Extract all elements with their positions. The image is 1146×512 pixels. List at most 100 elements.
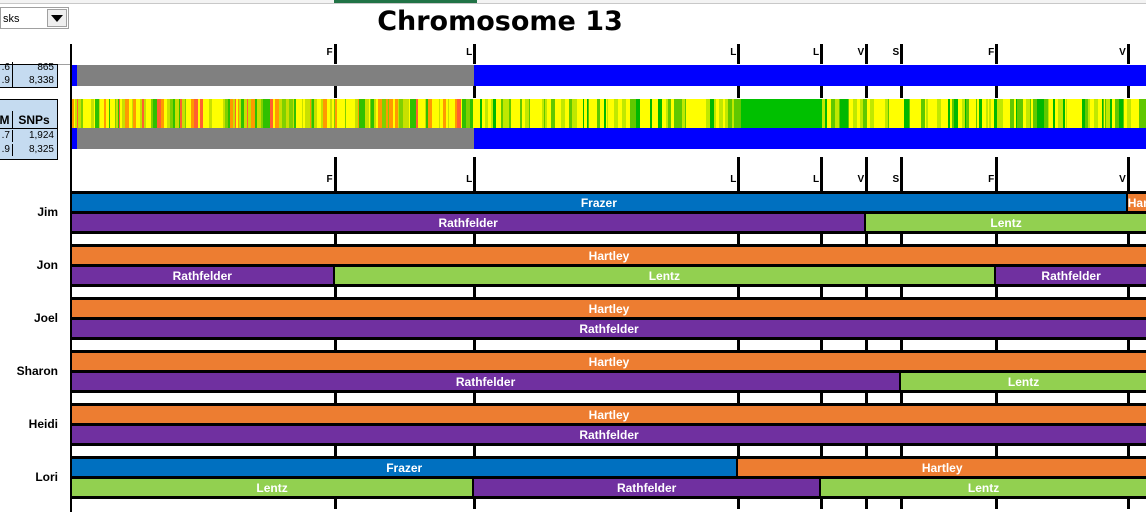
heatmap-stripe — [496, 99, 497, 128]
heatmap-stripe — [1055, 99, 1058, 128]
heatmap-stripe — [859, 99, 860, 128]
tick-label-top: F — [988, 47, 995, 58]
heatmap-stripe — [477, 99, 480, 128]
heatmap-stripe — [173, 99, 175, 128]
maternal-segment: Lentz — [821, 479, 1146, 496]
heatmap-stripe — [289, 99, 293, 128]
heatmap-stripe — [723, 99, 724, 128]
heatmap-stripe — [109, 99, 110, 128]
heatmap-stripe — [180, 99, 182, 128]
heatmap-stripe — [906, 99, 909, 128]
heatmap-stripe — [237, 99, 238, 128]
tick-label-top: L — [730, 47, 737, 58]
heatmap-stripe — [569, 99, 571, 128]
heatmap-stripe — [782, 99, 783, 128]
heatmap-stripe — [853, 99, 857, 128]
heatmap-stripe — [786, 99, 787, 128]
tick-mark — [737, 287, 741, 297]
heatmap-stripe — [811, 99, 812, 128]
heatmap-stripe — [176, 99, 179, 128]
heatmap-stripe — [606, 99, 607, 128]
heatmap-stripe — [1064, 99, 1065, 128]
heatmap-stripe — [793, 99, 797, 128]
heatmap-stripe — [694, 99, 696, 128]
heatmap-stripe — [915, 99, 919, 128]
heatmap-stripe — [604, 99, 606, 128]
heatmap-stripe — [1098, 99, 1102, 128]
filter-dropdown[interactable]: sks — [0, 7, 69, 29]
heatmap-stripe — [122, 99, 125, 128]
tick-label-top: S — [892, 47, 900, 58]
heatmap-stripe — [282, 99, 286, 128]
heatmap-stripe — [1040, 99, 1044, 128]
heatmap-stripe — [169, 99, 170, 128]
heatmap-stripe — [1025, 99, 1026, 128]
heatmap-stripe — [182, 99, 185, 128]
column-header-strip — [0, 0, 1146, 4]
heatmap-stripe — [257, 99, 261, 128]
heatmap-stripe — [535, 99, 537, 128]
heatmap-stripe — [994, 99, 997, 128]
heatmap-stripe — [106, 99, 109, 128]
heatmap-stripe — [228, 99, 230, 128]
match-bar-segment — [72, 65, 78, 86]
tick-mark — [473, 393, 477, 403]
heatmap-stripe — [374, 99, 376, 128]
heatmap-stripe — [714, 99, 716, 128]
tick-mark — [820, 157, 824, 191]
heatmap-stripe — [656, 99, 658, 128]
heatmap-stripe — [1003, 99, 1004, 128]
heatmap-stripe — [626, 99, 629, 128]
heatmap-stripe — [490, 99, 491, 128]
heatmap-stripe — [685, 99, 686, 128]
heatmap-stripe — [636, 99, 640, 128]
heatmap-stripe — [389, 99, 393, 128]
heatmap-stripe — [666, 99, 668, 128]
tick-mark — [900, 499, 904, 509]
heatmap-stripe — [1090, 99, 1094, 128]
heatmap-stripe — [1014, 99, 1016, 128]
heatmap-stripe — [950, 99, 952, 128]
heatmap-stripe — [140, 99, 142, 128]
heatmap-stripe — [99, 99, 100, 128]
maternal-segment: Rathfelder — [72, 214, 867, 231]
heatmap-stripe — [100, 99, 104, 128]
heatmap-stripe — [700, 99, 702, 128]
heatmap-stripe — [218, 99, 221, 128]
tick-mark — [865, 44, 869, 64]
heatmap-stripe — [938, 99, 941, 128]
heatmap-stripe — [937, 99, 938, 128]
heatmap-stripe — [1104, 99, 1105, 128]
heatmap-stripe — [977, 99, 978, 128]
heatmap-stripe — [212, 99, 213, 128]
heatmap-stripe — [388, 99, 389, 128]
heatmap-stripe — [764, 99, 765, 128]
heatmap-stripe — [1137, 99, 1139, 128]
heatmap-stripe — [948, 99, 950, 128]
heatmap-stripe — [142, 99, 144, 128]
heatmap-stripe — [839, 99, 840, 128]
heatmap-stripe — [583, 99, 584, 128]
heatmap-stripe — [74, 99, 75, 128]
heatmap-stripe — [969, 99, 973, 128]
heatmap-stripe — [480, 99, 482, 128]
heatmap-stripe — [457, 99, 461, 128]
heatmap-stripe — [878, 99, 881, 128]
heatmap-stripe — [849, 99, 850, 128]
tick-label-bottom: L — [466, 174, 473, 185]
heatmap-stripe — [716, 99, 719, 128]
tick-mark — [995, 234, 999, 244]
heatmap-stripe — [482, 99, 485, 128]
heatmap-stripe — [241, 99, 244, 128]
row-separator — [72, 284, 1146, 287]
heatmap-stripe — [293, 99, 294, 128]
tick-mark — [473, 499, 477, 509]
tick-mark — [820, 234, 824, 244]
heatmap-stripe — [455, 99, 457, 128]
heatmap-stripe — [221, 99, 223, 128]
heatmap-stripe — [1135, 99, 1137, 128]
heatmap-stripe — [273, 99, 275, 128]
dropdown-arrow-button[interactable] — [47, 9, 67, 27]
heatmap-stripe — [255, 99, 257, 128]
heatmap-stripe — [529, 99, 530, 128]
